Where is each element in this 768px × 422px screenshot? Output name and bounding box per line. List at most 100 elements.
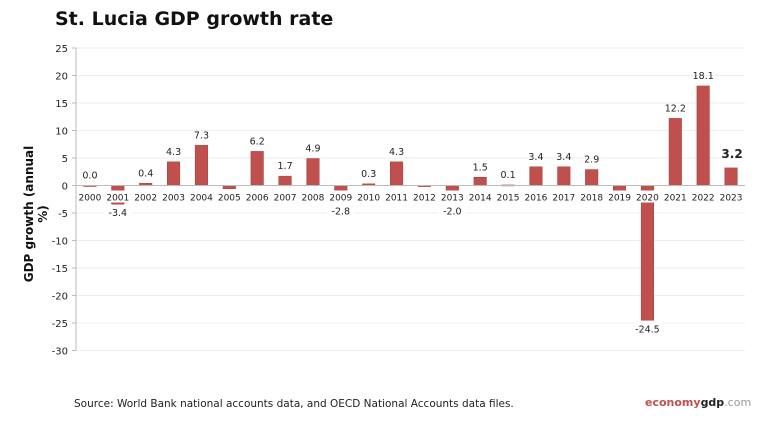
y-tick-label: 20 <box>55 72 68 83</box>
x-tick-label: 2015 <box>497 194 520 204</box>
x-tick-label: 2007 <box>274 194 297 204</box>
y-tick-label: 25 <box>55 44 68 55</box>
x-tick-label: 2004 <box>190 194 213 204</box>
bar <box>529 166 543 186</box>
x-tick-label: 2019 <box>608 194 631 204</box>
y-tick-label: -25 <box>52 319 68 330</box>
x-label-background <box>104 190 131 203</box>
bar <box>613 185 627 192</box>
brand-part: .com <box>724 396 752 409</box>
x-label-background <box>244 190 271 203</box>
x-tick-label: 2008 <box>301 194 324 204</box>
bar <box>194 145 208 186</box>
x-tick-label: 2006 <box>246 194 269 204</box>
x-tick-label: 2001 <box>106 194 129 204</box>
x-label-background <box>411 190 438 203</box>
bar <box>306 158 320 186</box>
x-tick-label: 2011 <box>385 194 408 204</box>
data-label: -2.0 <box>443 207 462 218</box>
x-tick-label: 2009 <box>329 194 352 204</box>
data-label: 2.9 <box>584 155 599 166</box>
x-label-background <box>690 190 717 203</box>
x-tick-label: 2002 <box>134 194 157 204</box>
source-note: Source: World Bank national accounts dat… <box>74 398 514 410</box>
data-label: 3.2 <box>721 147 742 161</box>
data-label: 7.3 <box>194 130 209 141</box>
bar <box>278 175 292 186</box>
x-tick-label: 2020 <box>636 194 659 204</box>
bar <box>696 85 710 186</box>
x-label-background <box>327 190 354 203</box>
y-tick-label: 0 <box>62 182 68 193</box>
data-label: 4.3 <box>389 147 404 158</box>
x-label-background <box>272 190 299 203</box>
x-label-background <box>216 190 243 203</box>
data-label: -24.5 <box>635 324 660 335</box>
y-tick-label: -5 <box>58 209 68 220</box>
chart-title: St. Lucia GDP growth rate <box>55 8 334 30</box>
data-label-background <box>633 322 662 335</box>
data-label: 6.2 <box>250 136 265 147</box>
data-label-background <box>438 204 467 217</box>
x-tick-label: 2012 <box>413 194 436 204</box>
x-label-background <box>76 190 103 203</box>
x-tick-label: 2000 <box>78 194 101 204</box>
data-label: -2.8 <box>332 207 351 218</box>
x-label-background <box>495 190 522 203</box>
x-tick-label: 2014 <box>469 194 492 204</box>
brand-logo: economygdp.com <box>645 396 751 409</box>
x-label-background <box>439 190 466 203</box>
x-label-background <box>467 190 494 203</box>
y-tick-label: -30 <box>52 347 68 358</box>
data-label: 4.3 <box>166 147 181 158</box>
bar <box>668 118 682 186</box>
brand-part: economy <box>645 396 701 409</box>
data-label: 3.4 <box>528 152 543 163</box>
x-tick-label: 2018 <box>580 194 603 204</box>
data-label: 3.4 <box>556 152 571 163</box>
bar <box>557 166 571 186</box>
x-label-background <box>634 190 661 203</box>
y-tick-label: 5 <box>62 154 68 165</box>
x-tick-label: 2013 <box>441 194 464 204</box>
x-label-background <box>718 190 745 203</box>
data-label: 4.9 <box>305 144 320 155</box>
data-label: 1.5 <box>473 162 488 173</box>
x-label-background <box>188 190 215 203</box>
data-label: 0.0 <box>82 171 97 182</box>
x-label-background <box>299 190 326 203</box>
bar <box>167 161 181 186</box>
x-tick-label: 2010 <box>357 194 380 204</box>
data-label: 1.7 <box>278 161 293 172</box>
bar <box>473 177 487 186</box>
data-label: 0.4 <box>138 168 153 179</box>
data-label-background <box>326 204 355 217</box>
x-label-background <box>522 190 549 203</box>
bar <box>250 151 264 186</box>
x-label-background <box>160 190 187 203</box>
brand-part: gdp <box>700 396 725 409</box>
x-label-background <box>132 190 159 203</box>
bar <box>724 167 738 186</box>
x-tick-label: 2005 <box>218 194 241 204</box>
x-tick-label: 2021 <box>664 194 687 204</box>
data-label: -3.4 <box>109 208 128 219</box>
bar <box>585 169 599 186</box>
x-tick-label: 2022 <box>692 194 715 204</box>
y-tick-label: -10 <box>52 237 68 248</box>
x-label-background <box>662 190 689 203</box>
data-label-background <box>103 206 132 219</box>
x-label-background <box>606 190 633 203</box>
x-tick-label: 2023 <box>720 194 743 204</box>
y-tick-label: 10 <box>55 127 68 138</box>
x-tick-label: 2003 <box>162 194 185 204</box>
data-label: 18.1 <box>693 71 714 82</box>
x-tick-label: 2016 <box>524 194 547 204</box>
x-label-background <box>550 190 577 203</box>
data-label: 0.1 <box>501 170 516 181</box>
data-label: 12.2 <box>665 103 686 114</box>
x-label-background <box>578 190 605 203</box>
data-label: 0.3 <box>361 169 376 180</box>
x-label-background <box>383 190 410 203</box>
